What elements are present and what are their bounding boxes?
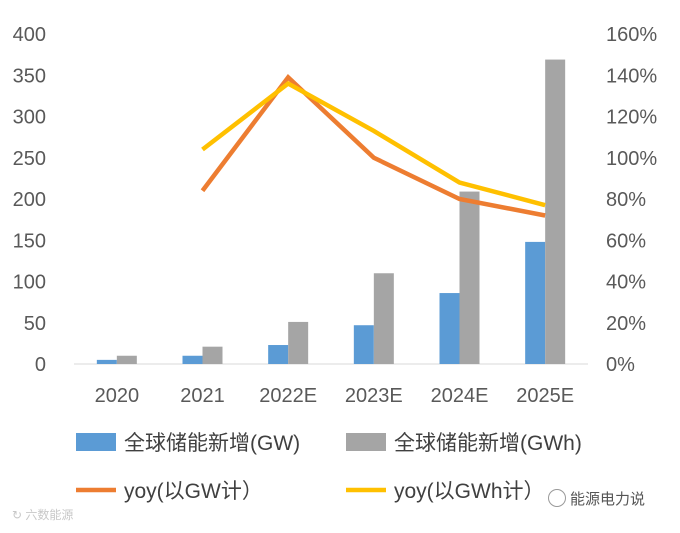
- bar-gw: [96, 359, 117, 364]
- legend-label: 全球储能新增(GWh): [394, 432, 582, 455]
- left-tick-label: 50: [24, 313, 46, 335]
- category-label: 2021: [180, 385, 225, 407]
- left-tick-label: 400: [13, 24, 46, 46]
- category-label: 2022E: [259, 385, 317, 407]
- line-yoy-gwh: [201, 80, 546, 208]
- category-label: 2020: [95, 385, 140, 407]
- watermark-left-icon: ↻: [12, 508, 26, 522]
- left-tick-label: 350: [13, 65, 46, 87]
- bar-gwh: [288, 321, 309, 364]
- bar-gwh: [202, 346, 223, 364]
- axes-layer: 0 50 100 150 200 250 300 350 400 0% 20% 40% 60% 80% 10…: [13, 24, 658, 407]
- legend-label: yoy(以GW计）: [124, 480, 263, 503]
- bar-gwh: [373, 273, 394, 364]
- right-tick-label: 100%: [606, 148, 657, 170]
- left-tick-label: 150: [13, 230, 46, 252]
- category-label: 2025E: [516, 385, 574, 407]
- lines-layer: [200, 73, 546, 218]
- left-tick-label: 250: [13, 148, 46, 170]
- category-label: 2024E: [431, 385, 489, 407]
- left-tick-label: 100: [13, 272, 46, 294]
- watermark-right-text: 能源电力说: [570, 491, 646, 508]
- legend-label: 全球储能新增(GW): [124, 432, 300, 455]
- bar-gw: [353, 325, 374, 364]
- right-tick-label: 120%: [606, 107, 657, 129]
- right-tick-label: 20%: [606, 313, 646, 335]
- right-tick-label: 160%: [606, 24, 657, 46]
- bar-gw: [525, 241, 546, 364]
- legend-swatch: [346, 433, 386, 451]
- line-yoy-gw: [200, 73, 546, 218]
- bar-gw: [439, 293, 460, 364]
- watermark-left-text: 六数能源: [25, 508, 74, 522]
- bar-gw: [268, 345, 289, 364]
- legend-swatch: [76, 433, 116, 451]
- bar-gwh: [116, 355, 137, 364]
- watermark-left: ↻ 六数能源: [12, 506, 73, 523]
- legend: 全球储能新增(GW) 全球储能新增(GWh) yoy(以GW计） yoy(以GWh计）: [76, 432, 582, 503]
- bar-gw: [182, 355, 203, 364]
- right-tick-label: 40%: [606, 272, 646, 294]
- legend-label: yoy(以GWh计）: [394, 480, 545, 503]
- wechat-icon: [548, 489, 566, 507]
- category-label: 2023E: [345, 385, 403, 407]
- bar-gwh: [545, 59, 566, 364]
- right-tick-label: 80%: [606, 189, 646, 211]
- right-tick-label: 140%: [606, 65, 657, 87]
- right-tick-label: 60%: [606, 230, 646, 252]
- bars-layer: [96, 59, 566, 364]
- left-tick-label: 300: [13, 107, 46, 129]
- watermark-right: 能源电力说: [548, 488, 645, 509]
- left-tick-label: 200: [13, 189, 46, 211]
- right-tick-label: 0%: [606, 354, 635, 376]
- bar-gwh: [459, 191, 480, 364]
- left-tick-label: 0: [35, 354, 46, 376]
